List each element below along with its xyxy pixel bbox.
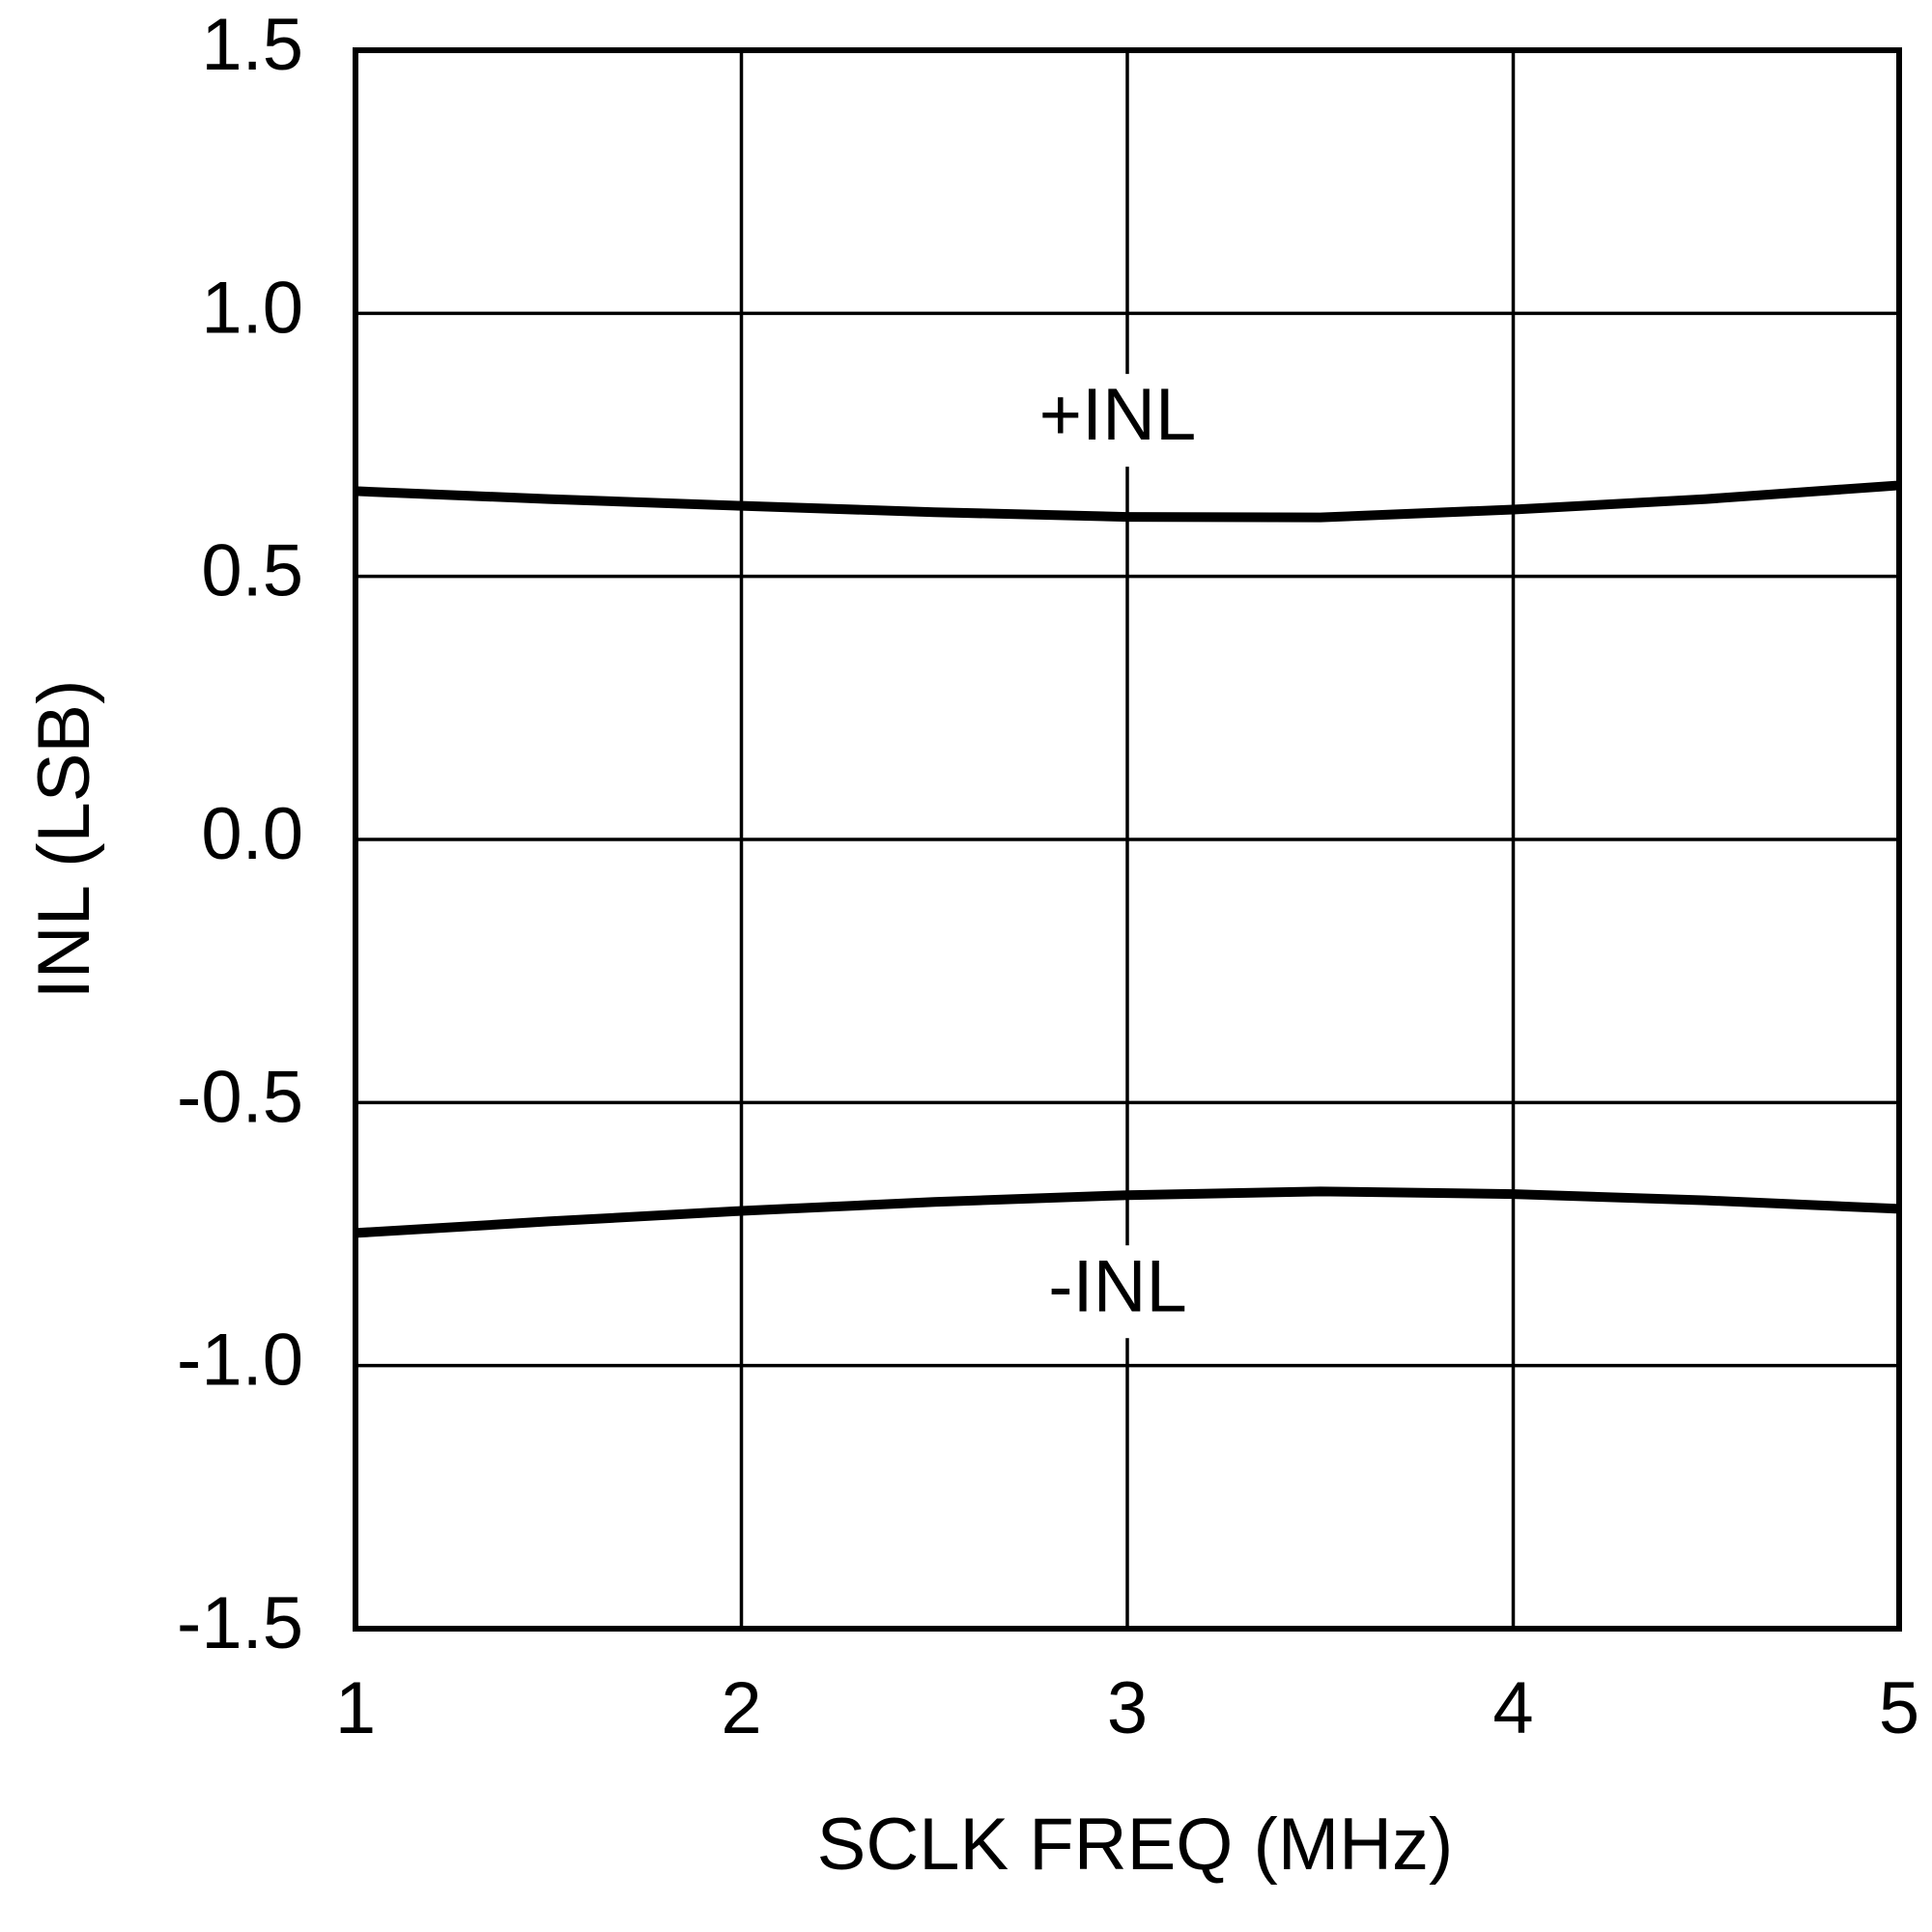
y-tick-label: 0.0 <box>201 793 303 875</box>
x-tick-label: 4 <box>1492 1667 1533 1749</box>
y-tick-label: 0.5 <box>201 530 303 612</box>
y-tick-label: -1.0 <box>177 1320 303 1402</box>
plot-frame <box>353 47 1902 1632</box>
y-tick-label: 1.5 <box>201 4 303 86</box>
label-knockout <box>1026 374 1209 468</box>
data-line <box>355 1186 1900 1238</box>
x-tick-label: 5 <box>1879 1667 1919 1749</box>
series-label: -INL <box>1048 1245 1187 1327</box>
x-tick-label: 3 <box>1107 1667 1148 1749</box>
x-tick-label: 1 <box>335 1667 376 1749</box>
y-tick-label: 1.0 <box>201 267 303 349</box>
y-axis-title: INL (LSB) <box>23 680 105 1000</box>
data-line <box>355 480 1900 523</box>
y-tick-label: -0.5 <box>177 1056 303 1138</box>
y-tick-label: -1.5 <box>177 1582 303 1664</box>
series-label: +INL <box>1039 374 1197 456</box>
x-axis-title: SCLK FREQ (MHz) <box>817 1804 1454 1886</box>
label-knockout <box>1026 1245 1209 1339</box>
x-tick-label: 2 <box>721 1667 761 1749</box>
